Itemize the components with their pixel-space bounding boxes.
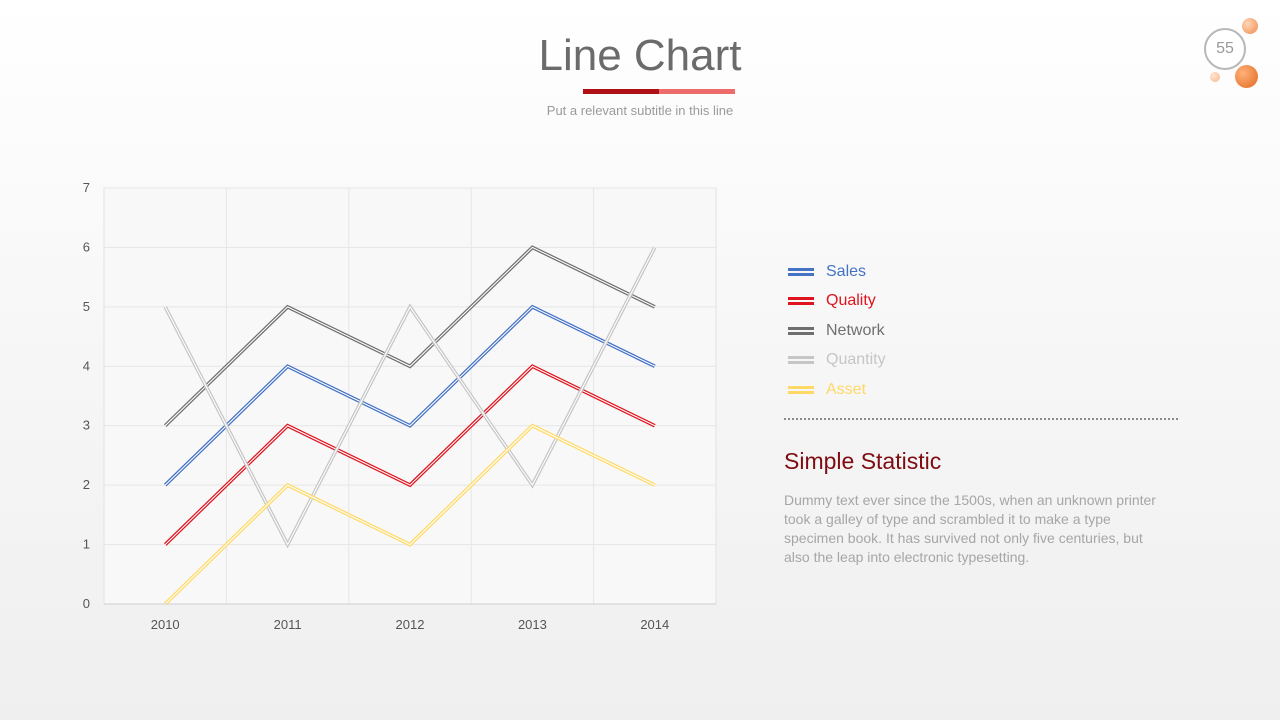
chart-legend: Sales Quality Network Quantity Asset — [788, 257, 886, 405]
x-tick-label: 2013 — [518, 617, 547, 632]
series-lines — [163, 245, 657, 606]
legend-label: Quantity — [826, 351, 886, 369]
series-line-inner — [164, 306, 656, 486]
y-tick-label: 7 — [83, 180, 90, 195]
page-number-badge: 55 — [1204, 28, 1246, 70]
x-tick-label: 2010 — [151, 617, 180, 632]
y-tick-label: 2 — [83, 477, 90, 492]
legend-swatch — [788, 385, 814, 395]
legend-item-asset: Asset — [788, 375, 886, 405]
legend-divider — [784, 418, 1178, 420]
legend-item-sales: Sales — [788, 257, 886, 287]
series-line-inner — [164, 247, 656, 546]
series-sales — [163, 304, 656, 487]
series-asset — [163, 423, 656, 606]
page-title: Line Chart — [538, 31, 742, 80]
y-tick-label: 4 — [83, 358, 90, 373]
legend-label: Quality — [826, 292, 876, 310]
legend-item-quality: Quality — [788, 287, 886, 317]
y-tick-label: 1 — [83, 537, 90, 552]
series-line-inner — [164, 425, 656, 605]
series-line-inner — [164, 246, 656, 427]
x-tick-label: 2011 — [274, 617, 302, 632]
plot-area — [103, 187, 717, 605]
title-underline-light — [659, 89, 735, 94]
y-tick-label: 0 — [83, 596, 90, 611]
legend-swatch — [788, 296, 814, 306]
title-underline-dark — [583, 89, 659, 94]
legend-item-quantity: Quantity — [788, 346, 886, 376]
legend-item-network: Network — [788, 316, 886, 346]
x-tick-label: 2012 — [396, 617, 425, 632]
x-tick-label: 2014 — [640, 617, 669, 632]
legend-swatch — [788, 355, 814, 365]
stat-title: Simple Statistic — [784, 448, 942, 474]
series-network — [163, 245, 656, 427]
decor-dot-top — [1242, 18, 1258, 34]
legend-swatch — [788, 326, 814, 336]
legend-label: Sales — [826, 262, 867, 280]
decor-dot-large — [1235, 65, 1258, 88]
y-tick-label: 5 — [83, 299, 90, 314]
stat-text: Dummy text ever since the 1500s, when an… — [784, 492, 1156, 565]
legend-label: Asset — [826, 380, 867, 398]
y-tick-label: 3 — [83, 418, 90, 433]
line-chart: 0 1 2 3 4 5 6 7 2010 2011 2012 2013 2014 — [83, 180, 717, 632]
decor-dot-small — [1210, 72, 1220, 82]
y-tick-label: 6 — [83, 239, 90, 254]
legend-swatch — [788, 267, 814, 277]
series-quantity — [163, 246, 657, 549]
page-subtitle: Put a relevant subtitle in this line — [546, 103, 734, 118]
legend-label: Network — [826, 321, 885, 339]
axes: 0 1 2 3 4 5 6 7 2010 2011 2012 2013 2014 — [83, 180, 716, 632]
